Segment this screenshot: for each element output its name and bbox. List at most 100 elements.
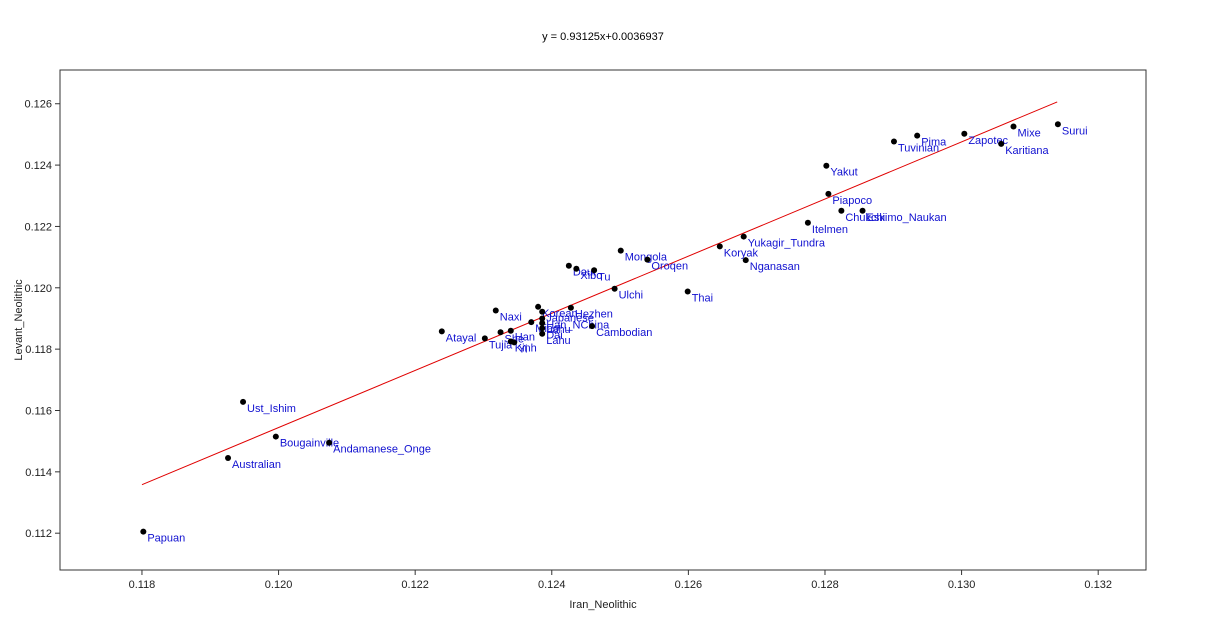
x-axis-title: Iran_Neolithic xyxy=(569,599,637,611)
data-point-label: Korean xyxy=(542,308,577,320)
data-point xyxy=(539,330,546,337)
data-point-label: Piapoco xyxy=(832,195,872,207)
data-point xyxy=(716,243,723,250)
data-point-label: Hezhen xyxy=(575,309,613,321)
data-point xyxy=(272,433,279,440)
data-point-label: Itelmen xyxy=(812,224,848,236)
data-point-label: Cambodian xyxy=(596,327,652,339)
y-tick-label: 0.116 xyxy=(25,405,52,417)
y-axis: 0.112 0.114 0.116 0.118 0.120 0.122 0.124 0.126 xyxy=(24,99,60,540)
data-point-label: Yakut xyxy=(830,167,857,179)
data-point-label: Tujia xyxy=(489,339,513,351)
data-point-label: Dai xyxy=(546,329,563,341)
data-point xyxy=(539,320,546,327)
y-tick-label: 0.126 xyxy=(24,99,52,111)
data-point-label: Ulchi xyxy=(619,290,643,302)
data-point-label: Andamanese_Onge xyxy=(333,444,431,456)
data-point xyxy=(528,319,535,326)
data-point xyxy=(740,233,747,240)
data-point-label: Chukchi xyxy=(845,212,885,224)
x-tick-label: 0.122 xyxy=(401,579,429,591)
x-tick-label: 0.128 xyxy=(811,579,839,591)
data-point xyxy=(684,288,691,295)
y-tick-label: 0.122 xyxy=(24,221,52,233)
data-point xyxy=(539,315,546,322)
data-point-label: Lahu xyxy=(546,335,570,347)
y-tick-label: 0.118 xyxy=(25,344,52,356)
data-point xyxy=(511,339,518,346)
y-tick-label: 0.120 xyxy=(24,283,52,295)
data-point-label: Atayal xyxy=(446,332,477,344)
data-point-label: Tuvinian xyxy=(898,142,939,154)
y-tick-label: 0.112 xyxy=(25,528,52,540)
data-point-label: Han xyxy=(515,332,535,344)
data-point-label: Nganasan xyxy=(750,261,800,273)
data-point xyxy=(326,439,333,446)
y-tick-label: 0.124 xyxy=(24,160,52,172)
data-point-label: Japanese xyxy=(546,313,594,325)
data-point-label: Oroqen xyxy=(651,261,688,273)
data-point-label: Lahu xyxy=(546,324,570,336)
y-axis-title: Levant_Neolithic xyxy=(13,279,25,361)
data-point xyxy=(225,455,232,462)
data-point xyxy=(742,257,749,264)
data-point-label: Pima xyxy=(921,137,947,149)
data-point xyxy=(890,138,897,145)
data-point-label: Ust_Ishim xyxy=(247,403,296,415)
data-point-label: Han_NChina xyxy=(546,319,610,331)
data-point xyxy=(591,267,598,274)
data-point xyxy=(961,130,968,137)
x-tick-label: 0.130 xyxy=(948,579,976,591)
data-point-label: Kinh xyxy=(515,342,537,354)
data-point-label: Tu xyxy=(598,271,610,283)
data-point xyxy=(240,398,247,405)
data-point xyxy=(573,265,580,272)
data-point xyxy=(838,207,845,214)
data-point-label: Yukagir_Tundra xyxy=(748,238,826,250)
x-tick-label: 0.124 xyxy=(538,579,566,591)
x-tick-label: 0.118 xyxy=(129,579,156,591)
data-point-label: Naxi xyxy=(500,311,522,323)
regression-line xyxy=(141,101,1058,486)
data-point xyxy=(617,247,624,254)
data-point xyxy=(140,528,147,535)
chart-title: y = 0.93125x+0.0036937 xyxy=(542,31,664,43)
x-tick-label: 0.120 xyxy=(265,579,293,591)
data-point-label: Xibo xyxy=(580,270,602,282)
data-point-label: Surui xyxy=(1062,125,1088,137)
data-point-label: Bougainville xyxy=(280,438,339,450)
data-point xyxy=(804,219,811,226)
x-tick-label: 0.132 xyxy=(1084,579,1112,591)
data-point xyxy=(825,190,832,197)
data-point xyxy=(539,308,546,315)
data-point-label: Australian xyxy=(232,459,281,471)
x-tick-label: 0.126 xyxy=(675,579,703,591)
data-point xyxy=(998,140,1005,147)
data-point-label: Eskimo_Naukan xyxy=(867,212,947,224)
data-point-label: Thai xyxy=(692,292,713,304)
data-point xyxy=(589,323,596,330)
data-point xyxy=(1054,121,1061,128)
plot-frame xyxy=(59,69,1147,571)
data-points: Papuan Ust_Ishim BougainvilleAndamanese_On… xyxy=(140,121,1088,545)
data-point xyxy=(565,262,572,269)
data-point xyxy=(497,329,504,336)
data-point xyxy=(507,327,514,334)
data-point-label: Koryak xyxy=(724,247,759,259)
data-point xyxy=(823,162,830,169)
x-axis: 0.118 0.120 0.122 0.124 0.126 0.128 0.130 0.132 xyxy=(129,570,1112,591)
data-point xyxy=(535,303,542,310)
data-point xyxy=(611,285,618,292)
data-point xyxy=(644,256,651,263)
y-tick-label: 0.114 xyxy=(25,467,52,479)
data-point-label: Karitiana xyxy=(1005,145,1049,157)
data-point xyxy=(481,335,488,342)
data-point xyxy=(438,328,445,335)
data-point xyxy=(1010,123,1017,130)
data-point-label: Mixe xyxy=(1017,127,1040,139)
data-point xyxy=(567,304,574,311)
data-point xyxy=(859,207,866,214)
data-point xyxy=(914,132,921,139)
data-point xyxy=(492,307,499,314)
